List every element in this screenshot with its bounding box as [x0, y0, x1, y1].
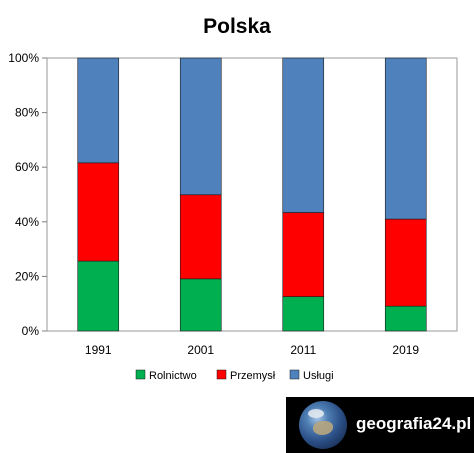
bar-segment-rolnictwo	[282, 296, 325, 332]
y-tick-label: 0%	[22, 324, 40, 338]
x-tick-label: 1991	[85, 343, 112, 357]
y-tick-label: 60%	[15, 160, 39, 174]
y-tick-label: 80%	[15, 106, 39, 120]
bar-segment-rolnictwo	[384, 305, 427, 332]
plot-area-border	[46, 57, 458, 332]
bar-segment-przemysł	[179, 194, 222, 280]
chart-title: Polska	[203, 15, 271, 38]
bar-segment-przemysł	[282, 212, 325, 297]
y-tick-label: 40%	[15, 215, 39, 229]
y-tick-label: 100%	[8, 51, 39, 65]
brand-logo[interactable]: geografia24.pl	[286, 397, 474, 453]
bar-segment-rolnictwo	[179, 278, 222, 332]
y-tick-label: 20%	[15, 269, 39, 283]
globe-icon	[299, 401, 347, 449]
bar-segment-przemysł	[77, 162, 120, 262]
x-tick-label: 2001	[187, 343, 214, 357]
brand-text: geografia24.pl	[356, 414, 472, 433]
bar-segment-usługi	[282, 57, 325, 213]
bar-segment-usługi	[77, 57, 120, 164]
legend-label: Usługi	[303, 370, 334, 382]
bar-segment-usługi	[384, 57, 427, 220]
legend-swatch	[289, 369, 300, 380]
bar-segment-usługi	[179, 57, 222, 196]
bar-segment-przemysł	[384, 218, 427, 307]
bar-segment-rolnictwo	[77, 260, 120, 332]
legend-swatch	[135, 369, 146, 380]
x-tick-label: 2011	[290, 343, 316, 357]
legend-label: Przemysł	[230, 370, 276, 382]
stacked-bar-chart: Polska 0% 20% 40% 60% 80% 100% 1991 2001 2011 201…	[8, 15, 458, 382]
chart-area: Polska 0% 20% 40% 60% 80% 100% 1991 2001 2011 201…	[8, 15, 458, 382]
x-tick-label: 2019	[392, 343, 419, 357]
legend-swatch	[216, 369, 227, 380]
legend-label: Rolnictwo	[149, 370, 197, 382]
